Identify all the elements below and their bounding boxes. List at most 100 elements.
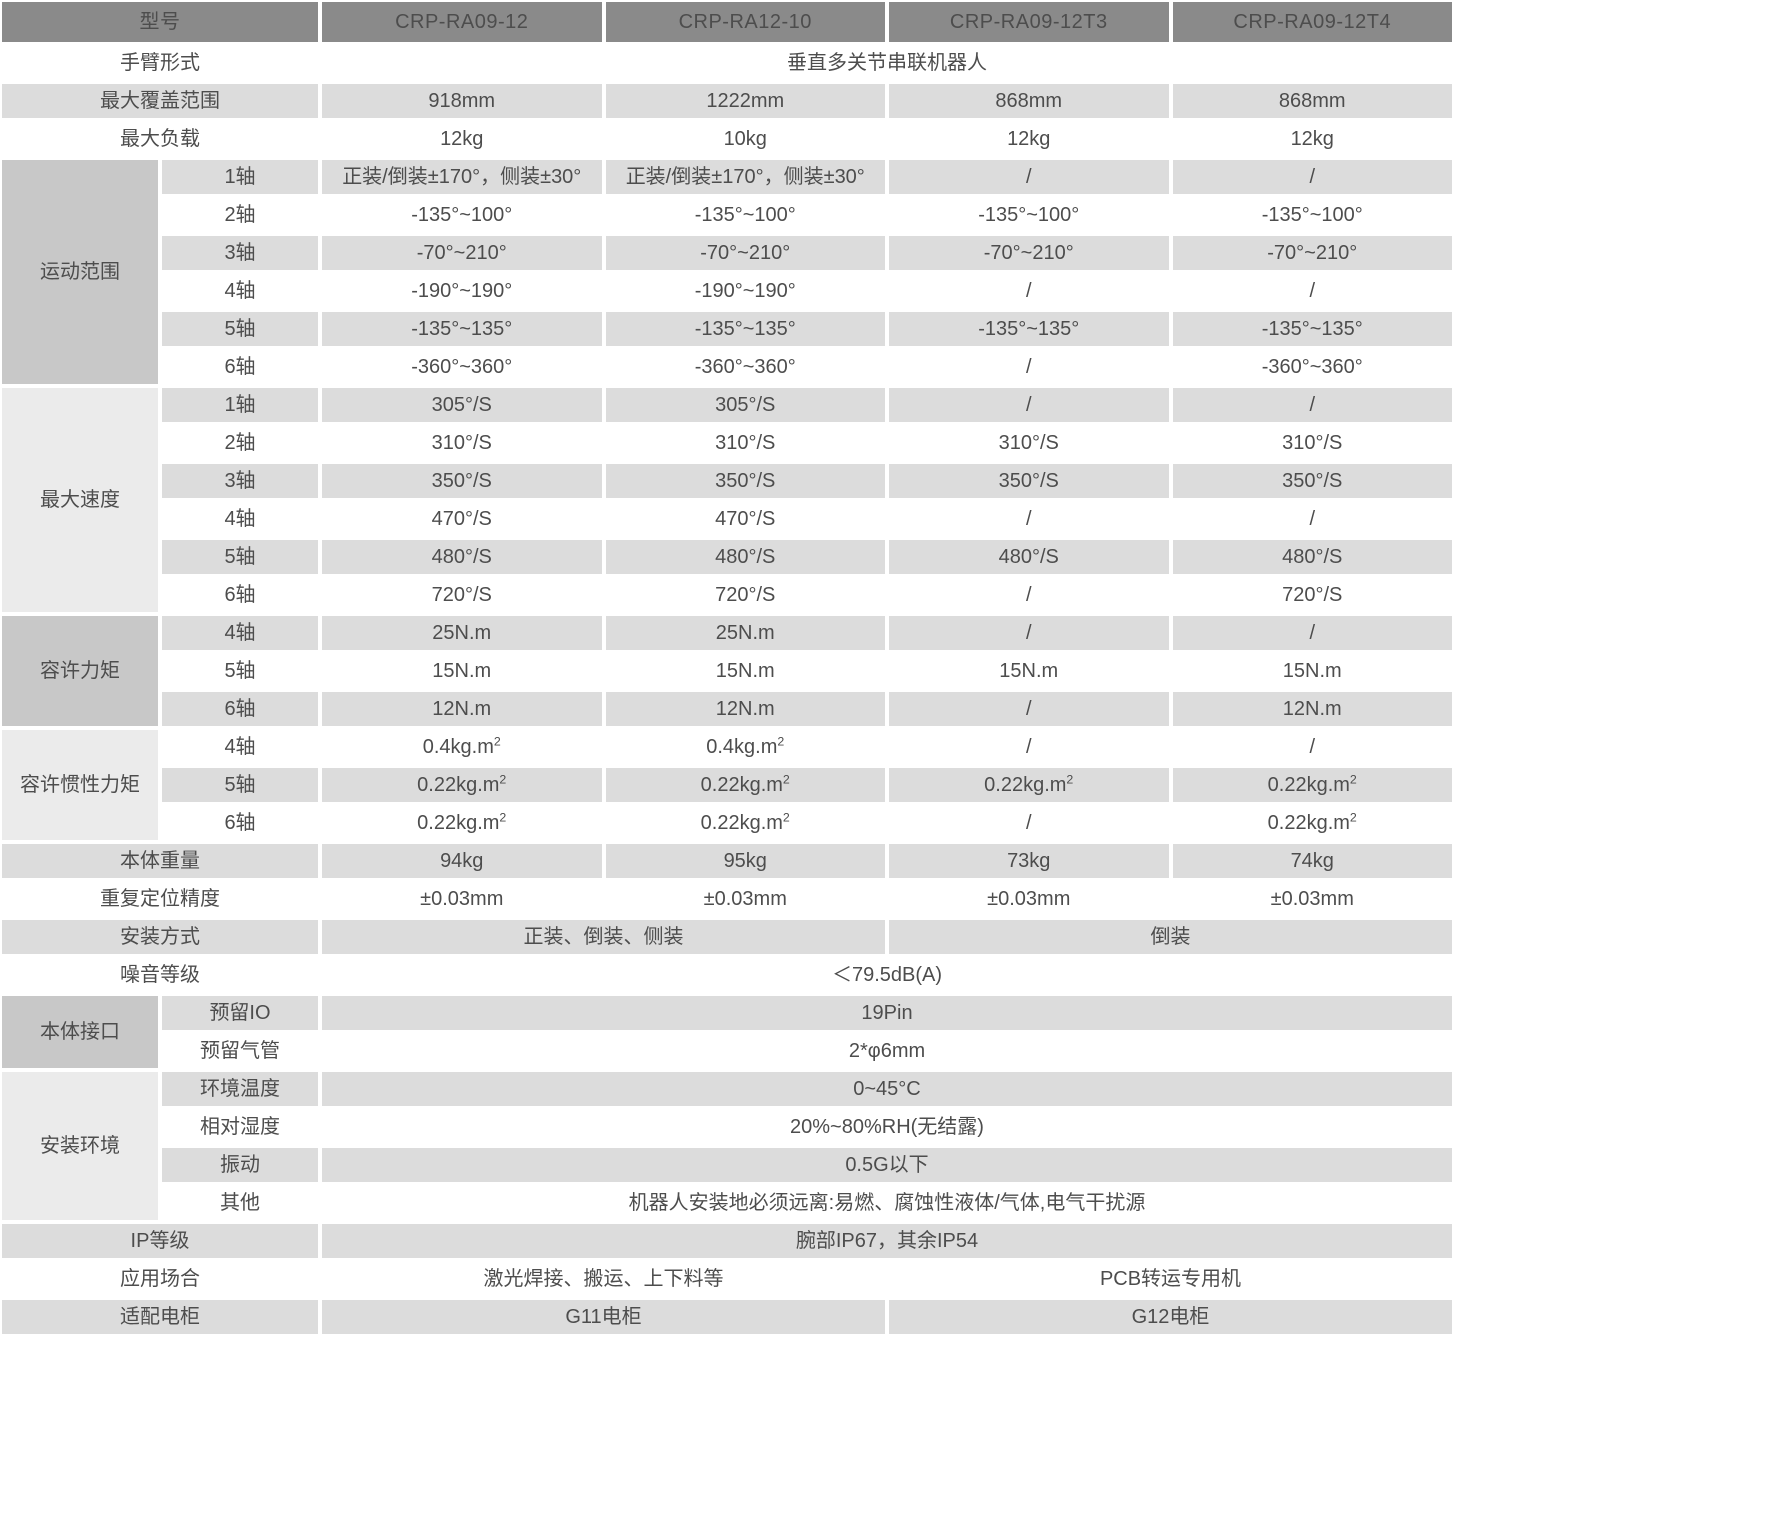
cell-noise-level-value: ＜79.5dB(A)	[320, 956, 1454, 994]
row-label-application: 应用场合	[0, 1260, 320, 1298]
table-row-motion-range-axis4: 4轴 -190°~190° -190°~190° / /	[0, 272, 1454, 310]
cell-repeatability-4: ±0.03mm	[1170, 880, 1454, 918]
cell-speed-a4-m4: /	[1170, 500, 1454, 538]
cell-motion-a6-m1: -360°~360°	[320, 348, 604, 386]
cell-body-weight-3: 73kg	[887, 842, 1171, 880]
cell-torque-a6-m1: 12N.m	[320, 690, 604, 728]
table-row-application: 应用场合 激光焊接、搬运、上下料等 PCB转运专用机	[0, 1260, 1454, 1298]
cell-speed-a6-m4: 720°/S	[1170, 576, 1454, 614]
cell-speed-a5-m4: 480°/S	[1170, 538, 1454, 576]
cell-repeatability-3: ±0.03mm	[887, 880, 1171, 918]
sub-label-motion-axis1: 1轴	[160, 158, 320, 196]
sub-label-speed-axis2: 2轴	[160, 424, 320, 462]
cell-torque-a4-m4: /	[1170, 614, 1454, 652]
header-model-4: CRP-RA09-12T4	[1170, 0, 1454, 44]
cell-motion-a2-m3: -135°~100°	[887, 196, 1171, 234]
table-row-torque-axis4: 容许力矩 4轴 25N.m 25N.m / /	[0, 614, 1454, 728]
cell-speed-a4-m2: 470°/S	[603, 500, 887, 538]
cell-speed-a1-m3: /	[887, 386, 1171, 424]
cell-motion-a5-m3: -135°~135°	[887, 310, 1171, 348]
cell-reserved-air-tube-value: 2*φ6mm	[320, 1032, 1454, 1070]
cell-motion-a2-m2: -135°~100°	[603, 196, 887, 234]
cell-torque-a4-m1: 25N.m	[320, 614, 604, 652]
cell-max-reach-2: 1222mm	[603, 82, 887, 120]
cell-motion-a3-m3: -70°~210°	[887, 234, 1171, 272]
cell-motion-a2-m4: -135°~100°	[1170, 196, 1454, 234]
cell-max-payload-4: 12kg	[1170, 120, 1454, 158]
cell-motion-a1-m2: 正装/倒装±170°，侧装±30°	[603, 158, 887, 196]
sub-label-motion-axis5: 5轴	[160, 310, 320, 348]
cell-max-payload-2: 10kg	[603, 120, 887, 158]
cell-motion-a4-m1: -190°~190°	[320, 272, 604, 310]
cell-other-value: 机器人安装地必须远离:易燃、腐蚀性液体/气体,电气干扰源	[320, 1184, 1454, 1222]
table-row-inertia-axis6: 6轴 0.22kg.m2 0.22kg.m2 / 0.22kg.m2	[0, 804, 1454, 842]
table-row-max-speed-axis2: 2轴 310°/S 310°/S 310°/S 310°/S	[0, 424, 1454, 462]
sub-label-speed-axis1: 1轴	[160, 386, 320, 424]
cell-speed-a3-m1: 350°/S	[320, 462, 604, 500]
cell-motion-a3-m4: -70°~210°	[1170, 234, 1454, 272]
table-row-motion-range-axis5: 5轴 -135°~135° -135°~135° -135°~135° -135…	[0, 310, 1454, 348]
group-label-allowable-torque: 容许力矩	[0, 614, 160, 728]
cell-torque-a6-m2: 12N.m	[603, 690, 887, 728]
row-label-cabinet: 适配电柜	[0, 1298, 320, 1336]
cell-speed-a3-m4: 350°/S	[1170, 462, 1454, 500]
table-row-max-speed-axis6: 6轴 720°/S 720°/S / 720°/S	[0, 576, 1454, 614]
cell-inertia-a4-m3: /	[887, 728, 1171, 766]
sub-label-relative-humidity: 相对湿度	[160, 1108, 320, 1146]
cell-relative-humidity-value: 20%~80%RH(无结露)	[320, 1108, 1454, 1146]
cell-application-group2: PCB转运专用机	[887, 1260, 1454, 1298]
cell-motion-a4-m2: -190°~190°	[603, 272, 887, 310]
table-row-max-reach: 最大覆盖范围 918mm 1222mm 868mm 868mm	[0, 82, 1454, 120]
cell-inertia-a5-m2: 0.22kg.m2	[603, 766, 887, 804]
table-row-torque-axis5: 5轴 15N.m 15N.m 15N.m 15N.m	[0, 652, 1454, 690]
cell-motion-a5-m2: -135°~135°	[603, 310, 887, 348]
table-row-motion-range-axis1: 运动范围 1轴 正装/倒装±170°，侧装±30° 正装/倒装±170°，侧装±…	[0, 158, 1454, 386]
cell-max-payload-1: 12kg	[320, 120, 604, 158]
cell-inertia-a4-m2: 0.4kg.m2	[603, 728, 887, 766]
cell-torque-a4-m3: /	[887, 614, 1171, 652]
cell-arm-type-value: 垂直多关节串联机器人	[320, 44, 1454, 82]
cell-mounting-group2: 倒装	[887, 918, 1454, 956]
cell-speed-a3-m2: 350°/S	[603, 462, 887, 500]
cell-reserved-io-value: 19Pin	[320, 994, 1454, 1032]
sub-label-inertia-axis4: 4轴	[160, 728, 320, 766]
cell-max-payload-3: 12kg	[887, 120, 1171, 158]
group-label-body-interface: 本体接口	[0, 994, 160, 1070]
table-row-repeatability: 重复定位精度 ±0.03mm ±0.03mm ±0.03mm ±0.03mm	[0, 880, 1454, 918]
cell-inertia-a5-m4: 0.22kg.m2	[1170, 766, 1454, 804]
cell-vibration-value: 0.5G以下	[320, 1146, 1454, 1184]
cell-torque-a5-m2: 15N.m	[603, 652, 887, 690]
cell-motion-a2-m1: -135°~100°	[320, 196, 604, 234]
table-row-inertia-axis4: 容许惯性力矩 4轴 0.4kg.m2 0.4kg.m2 / /	[0, 728, 1454, 842]
cell-motion-a1-m3: /	[887, 158, 1171, 196]
table-header-row: 型号 CRP-RA09-12 CRP-RA12-10 CRP-RA09-12T3…	[0, 0, 1454, 44]
cell-speed-a3-m3: 350°/S	[887, 462, 1171, 500]
cell-motion-a4-m4: /	[1170, 272, 1454, 310]
row-label-repeatability: 重复定位精度	[0, 880, 320, 918]
table-row-noise-level: 噪音等级 ＜79.5dB(A)	[0, 956, 1454, 994]
cell-speed-a1-m4: /	[1170, 386, 1454, 424]
cell-speed-a5-m3: 480°/S	[887, 538, 1171, 576]
cell-repeatability-2: ±0.03mm	[603, 880, 887, 918]
cell-motion-a3-m2: -70°~210°	[603, 234, 887, 272]
cell-torque-a5-m1: 15N.m	[320, 652, 604, 690]
table-row-max-speed-axis5: 5轴 480°/S 480°/S 480°/S 480°/S	[0, 538, 1454, 576]
cell-motion-a6-m4: -360°~360°	[1170, 348, 1454, 386]
cell-motion-a6-m2: -360°~360°	[603, 348, 887, 386]
cell-speed-a6-m2: 720°/S	[603, 576, 887, 614]
cell-speed-a6-m1: 720°/S	[320, 576, 604, 614]
sub-label-motion-axis3: 3轴	[160, 234, 320, 272]
cell-cabinet-group1: G11电柜	[320, 1298, 887, 1336]
cell-motion-a6-m3: /	[887, 348, 1171, 386]
sub-label-torque-axis5: 5轴	[160, 652, 320, 690]
cell-torque-a6-m3: /	[887, 690, 1171, 728]
cell-body-weight-1: 94kg	[320, 842, 604, 880]
cell-speed-a6-m3: /	[887, 576, 1171, 614]
cell-inertia-a5-m3: 0.22kg.m2	[887, 766, 1171, 804]
cell-motion-a3-m1: -70°~210°	[320, 234, 604, 272]
cell-motion-a5-m1: -135°~135°	[320, 310, 604, 348]
table-row-inertia-axis5: 5轴 0.22kg.m2 0.22kg.m2 0.22kg.m2 0.22kg.…	[0, 766, 1454, 804]
cell-speed-a2-m1: 310°/S	[320, 424, 604, 462]
cell-speed-a4-m3: /	[887, 500, 1171, 538]
sub-label-reserved-io: 预留IO	[160, 994, 320, 1032]
